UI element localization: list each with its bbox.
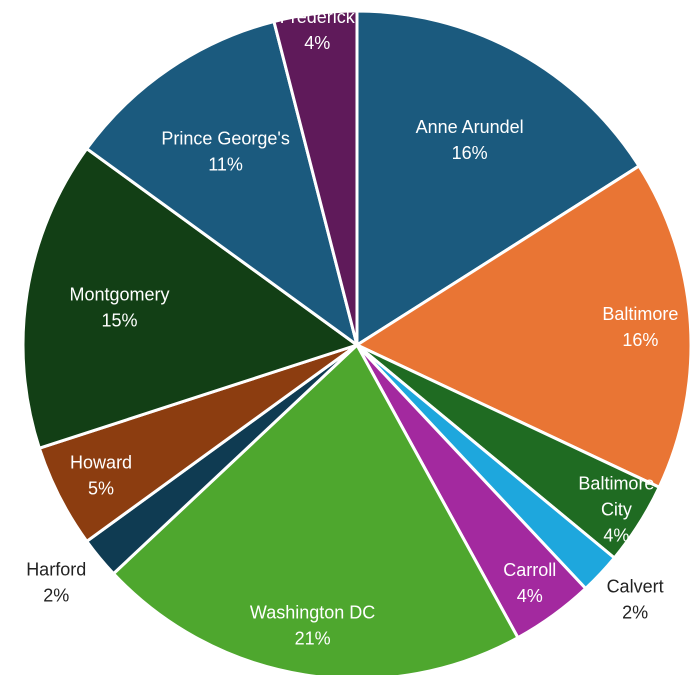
pie-label-value: 4% (603, 526, 629, 546)
pie-label-value: 2% (622, 602, 648, 622)
pie-label-name: Howard (70, 452, 132, 472)
pie-slices (23, 11, 691, 675)
pie-label-name: Baltimore (602, 304, 678, 324)
pie-label-harford: Harford 2% (26, 560, 86, 606)
pie-label-value: 5% (88, 478, 114, 498)
pie-label-name: Carroll (503, 560, 556, 580)
pie-label-name: Baltimore (578, 474, 654, 494)
pie-label-name: Anne Arundel (416, 117, 524, 137)
pie-label-name: Frederick (280, 7, 356, 27)
pie-label-name: Prince George's (161, 129, 290, 149)
pie-label-name: City (601, 500, 632, 520)
pie-label-value: 16% (622, 330, 658, 350)
pie-label-value: 11% (208, 155, 243, 175)
pie-label-name: Washington DC (250, 602, 375, 622)
pie-label-value: 4% (517, 586, 543, 606)
pie-label-calvert: Calvert 2% (607, 576, 664, 622)
pie-label-value: 21% (295, 628, 331, 648)
pie-label-name: Calvert (607, 576, 664, 596)
pie-label-value: 2% (43, 586, 69, 606)
pie-label-name: Harford (26, 560, 86, 580)
pie-label-name: Montgomery (69, 284, 169, 304)
pie-label-value: 16% (452, 143, 488, 163)
pie-label-value: 4% (304, 33, 330, 53)
pie-label-value: 15% (101, 310, 137, 330)
